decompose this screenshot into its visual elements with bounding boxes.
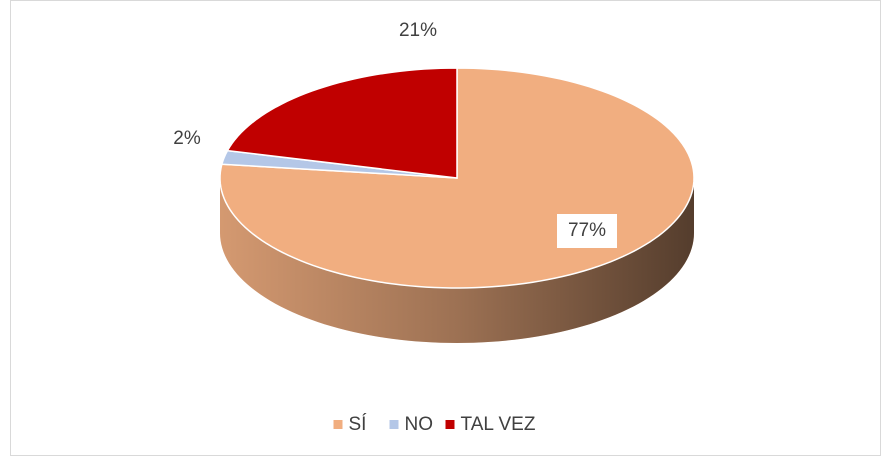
legend-label: TAL VEZ bbox=[461, 414, 536, 435]
data-label: 21% bbox=[399, 20, 437, 41]
legend-marker bbox=[333, 420, 343, 429]
label-box bbox=[557, 214, 617, 248]
legend-label: NO bbox=[405, 414, 434, 435]
legend-marker bbox=[445, 420, 455, 429]
legend-label: SÍ bbox=[349, 414, 368, 435]
pie-slice bbox=[226, 67, 458, 179]
legend-marker bbox=[389, 420, 399, 429]
pie-side-shade bbox=[220, 178, 694, 343]
data-label: 77% bbox=[568, 220, 606, 241]
data-label: 2% bbox=[173, 128, 201, 149]
